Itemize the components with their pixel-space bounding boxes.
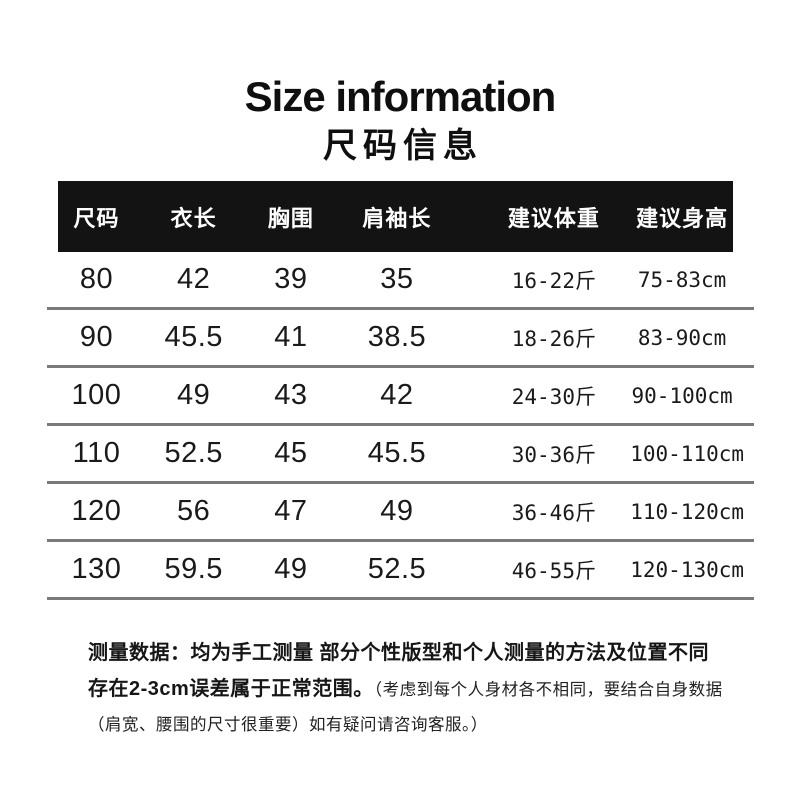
cell-size: 120 [71,495,122,527]
page-title-chinese: 尺码信息 [323,127,483,165]
table-row-size-120: 120 56 47 49 36-46斤 110-120cm [47,484,754,542]
disclaimer-line-2: 存在2-3cm误差属于正常范围。（考虑到每个人身材各不相同，要结合自身数据 [88,672,748,708]
cell-height: 83-90cm [637,325,727,350]
cell-sleeve: 45.5 [367,437,427,469]
column-header-size: 尺码 [73,205,120,231]
disclaimer-line-3: （肩宽、腰围的尺寸很重要）如有疑问请咨询客服。） [88,708,748,743]
column-header-shoulder-sleeve: 肩袖长 [362,205,432,231]
column-header-garment-length: 衣长 [170,205,217,231]
column-header-suggested-weight: 建议体重 [507,205,600,231]
cell-length: 42 [177,263,211,295]
cell-weight: 46-55斤 [511,558,596,583]
cell-weight: 16-22斤 [511,268,596,293]
cell-length: 45.5 [164,321,223,353]
cell-height: 110-120cm [630,499,745,524]
page-title-english: Size information [244,73,557,120]
cell-weight: 18-26斤 [511,326,596,351]
cell-sleeve: 38.5 [367,321,427,353]
cell-height: 120-130cm [630,557,745,582]
cell-size: 90 [79,321,114,353]
cell-chest: 49 [274,553,308,585]
cell-chest: 39 [274,263,308,295]
column-header-suggested-height: 建议身高 [636,205,729,231]
cell-sleeve: 42 [380,379,414,411]
column-header-chest: 胸围 [267,205,314,231]
cell-height: 75-83cm [637,267,727,292]
cell-size: 130 [71,553,122,585]
size-table-header-row: 尺码 衣长 胸围 肩袖长 建议体重 建议身高 [47,181,754,252]
cell-length: 59.5 [164,553,223,585]
cell-chest: 43 [274,379,308,411]
cell-height: 100-110cm [630,441,745,466]
table-row-size-100: 100 49 43 42 24-30斤 90-100cm [47,368,754,426]
disclaimer-note-text: （肩宽、腰围的尺寸很重要）如有疑问请咨询客服。） [88,716,488,734]
cell-weight: 24-30斤 [511,384,596,409]
cell-height: 90-100cm [631,383,733,408]
table-row-size-130: 130 59.5 49 52.5 46-55斤 120-130cm [47,542,754,600]
header-background-bar [58,181,733,252]
disclaimer-bold-text: 存在2-3cm误差属于正常范围。 [88,678,374,700]
cell-size: 110 [72,437,121,469]
table-row-size-80: 80 42 39 35 16-22斤 75-83cm [47,252,754,310]
cell-length: 49 [177,379,211,411]
cell-size: 100 [71,379,122,411]
cell-sleeve: 52.5 [367,553,427,585]
cell-chest: 41 [274,321,308,353]
cell-size: 80 [79,263,114,295]
cell-sleeve: 49 [380,495,414,527]
measurement-disclaimer: 测量数据：均为手工测量 部分个性版型和个人测量的方法及位置不同 存在2-3cm误… [88,636,748,743]
size-table: 尺码 衣长 胸围 肩袖长 建议体重 建议身高 80 42 39 35 16-22… [47,181,754,600]
cell-length: 56 [177,495,211,527]
cell-chest: 45 [274,437,308,469]
cell-weight: 30-36斤 [511,442,596,467]
disclaimer-note-text: （考虑到每个人身材各不相同，要结合自身数据 [373,681,723,699]
cell-length: 52.5 [164,437,223,469]
cell-chest: 47 [274,495,308,527]
cell-sleeve: 35 [380,263,414,295]
cell-weight: 36-46斤 [511,500,596,525]
disclaimer-line-1: 测量数据：均为手工测量 部分个性版型和个人测量的方法及位置不同 [88,636,748,672]
table-row-size-90: 90 45.5 41 38.5 18-26斤 83-90cm [47,310,754,368]
table-row-size-110: 110 52.5 45 45.5 30-36斤 100-110cm [47,426,754,484]
disclaimer-bold-text: 测量数据：均为手工测量 部分个性版型和个人测量的方法及位置不同 [88,642,710,664]
